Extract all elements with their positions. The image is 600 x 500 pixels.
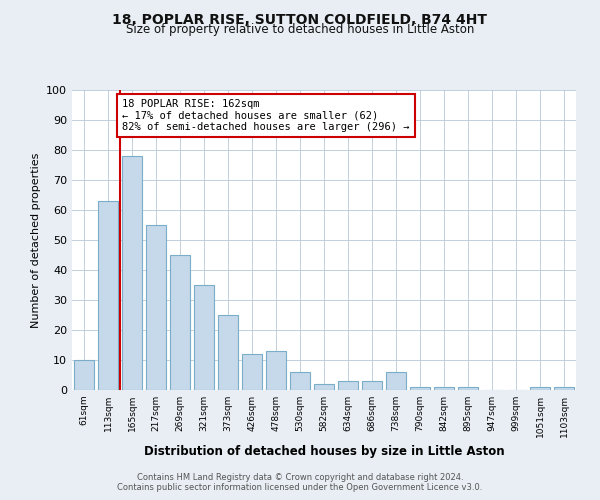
Bar [290,372,310,390]
Bar [434,387,454,390]
Bar [170,255,190,390]
Bar [458,387,478,390]
Bar [338,381,358,390]
Bar [218,315,238,390]
Bar [362,381,382,390]
Bar [146,225,166,390]
Bar [74,360,94,390]
Text: 18, POPLAR RISE, SUTTON COLDFIELD, B74 4HT: 18, POPLAR RISE, SUTTON COLDFIELD, B74 4… [113,12,487,26]
Bar [266,351,286,390]
X-axis label: Distribution of detached houses by size in Little Aston: Distribution of detached houses by size … [143,446,505,458]
Bar [554,387,574,390]
Bar [314,384,334,390]
Text: Size of property relative to detached houses in Little Aston: Size of property relative to detached ho… [126,22,474,36]
Bar [194,285,214,390]
Text: 18 POPLAR RISE: 162sqm
← 17% of detached houses are smaller (62)
82% of semi-det: 18 POPLAR RISE: 162sqm ← 17% of detached… [122,99,410,132]
Bar [122,156,142,390]
Bar [98,201,118,390]
Bar [242,354,262,390]
Text: Contains HM Land Registry data © Crown copyright and database right 2024.
Contai: Contains HM Land Registry data © Crown c… [118,473,482,492]
Bar [410,387,430,390]
Bar [530,387,550,390]
Bar [386,372,406,390]
Y-axis label: Number of detached properties: Number of detached properties [31,152,41,328]
